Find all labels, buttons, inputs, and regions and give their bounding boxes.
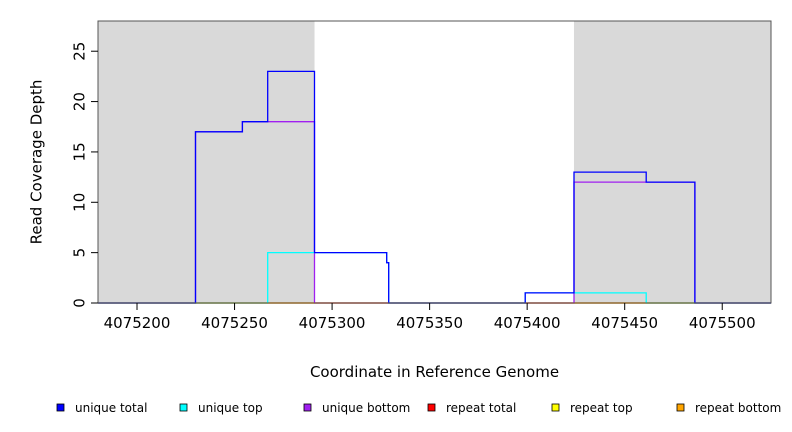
x-axis-title: Coordinate in Reference Genome: [310, 363, 559, 381]
legend-swatch: [303, 403, 312, 412]
y-tick-label: 0: [71, 298, 89, 308]
x-tick-label: 4075300: [299, 314, 366, 332]
y-tick-label: 25: [71, 42, 89, 61]
legend-label: repeat top: [570, 401, 633, 415]
legend-swatch: [179, 403, 188, 412]
shaded-region-1: [98, 21, 315, 303]
x-tick-label: 4075250: [201, 314, 268, 332]
legend-label: repeat total: [446, 401, 516, 415]
y-axis: 0 5 10 15 20 25: [71, 42, 98, 308]
legend-item-unique-top: unique top: [179, 401, 263, 415]
y-axis-title: Read Coverage Depth: [28, 80, 46, 245]
x-tick-label: 4075200: [104, 314, 171, 332]
x-tick-label: 4075450: [591, 314, 658, 332]
legend-item-repeat-top: repeat top: [551, 401, 633, 415]
legend-swatch: [427, 403, 436, 412]
x-tick-label: 4075500: [689, 314, 756, 332]
legend-label: unique top: [198, 401, 263, 415]
legend-label: repeat bottom: [695, 401, 781, 415]
shaded-region-2: [573, 21, 771, 303]
plot-frame: [97, 20, 772, 304]
legend-item-unique-total: unique total: [56, 401, 147, 415]
legend-swatch: [551, 403, 560, 412]
series-unique-total: [98, 70, 771, 304]
y-tick-label: 10: [71, 193, 89, 212]
legend-swatch: [676, 403, 685, 412]
x-tick-label: 4075400: [494, 314, 561, 332]
legend: unique total unique top unique bottom repea…: [56, 401, 781, 415]
legend-label: unique total: [75, 401, 147, 415]
legend-label: unique bottom: [322, 401, 410, 415]
y-tick-label: 5: [71, 248, 89, 258]
legend-item-repeat-total: repeat total: [427, 401, 516, 415]
legend-item-repeat-bottom: repeat bottom: [676, 401, 781, 415]
y-tick-label: 15: [71, 142, 89, 161]
legend-item-unique-bottom: unique bottom: [303, 401, 410, 415]
legend-swatch: [56, 403, 65, 412]
y-tick-label: 20: [71, 92, 89, 111]
x-tick-label: 4075350: [396, 314, 463, 332]
shaded-regions: [98, 21, 771, 303]
x-axis: 4075200 4075250 4075300 4075350 4075400 40754…: [104, 303, 756, 332]
